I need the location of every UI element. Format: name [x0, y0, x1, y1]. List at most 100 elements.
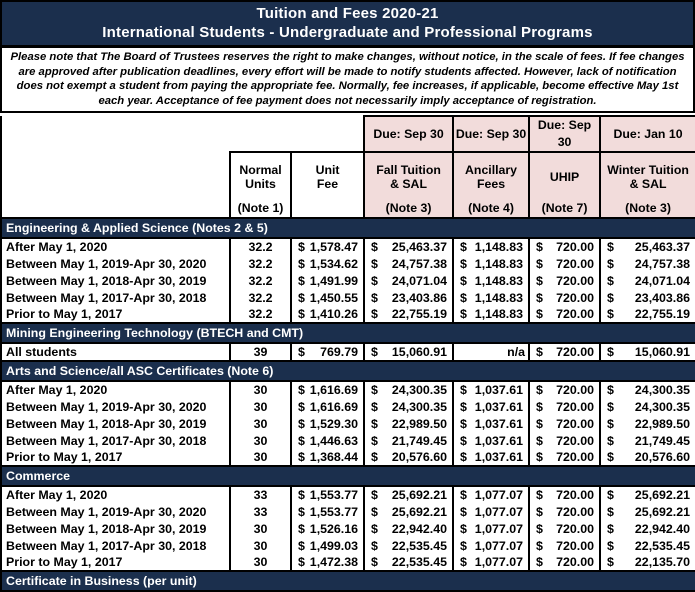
currency-symbol: $	[607, 450, 614, 465]
ancillary-fees-cell: $1,037.61	[452, 398, 531, 416]
amount-value: 25,463.37	[634, 240, 691, 255]
normal-units-cell: 30	[229, 554, 292, 572]
amount-value: 21,749.45	[391, 433, 448, 448]
section-title: Engineering & Applied Science (Notes 2 &…	[0, 217, 695, 240]
currency-symbol: $	[371, 240, 378, 255]
amount-value: 1,529.30	[309, 416, 359, 431]
amount-value: 1,553.77	[309, 504, 359, 519]
corner-empty-cell	[0, 152, 230, 219]
currency-symbol: $	[607, 307, 614, 322]
currency-symbol: $	[607, 399, 614, 414]
fee-row: After May 1, 2020 33 $1,553.77 $25,692.21 $1…	[0, 486, 695, 504]
winter-tuition-cell: $23,403.86	[599, 289, 695, 307]
unit-fee-cell: $1,534.62	[289, 255, 366, 273]
currency-symbol: $	[460, 273, 467, 288]
unit-fee-cell: $1,553.77	[289, 503, 366, 521]
amount-value: 1,037.61	[474, 450, 524, 465]
winter-tuition-cell: $24,300.35	[599, 398, 695, 416]
row-label: Between May 1, 2019-Apr 30, 2020	[0, 255, 231, 273]
ancillary-fees-cell: $1,148.83	[452, 272, 531, 290]
uhip-cell: $720.00	[528, 398, 602, 416]
row-label: Between May 1, 2018-Apr 30, 2019	[0, 272, 231, 290]
currency-symbol: $	[460, 399, 467, 414]
currency-symbol: $	[298, 538, 305, 553]
normal-units-cell: 30	[229, 398, 292, 416]
fall-tuition-cell: $21,749.45	[363, 432, 455, 450]
amount-value: 720.00	[556, 433, 595, 448]
ancillary-fees-cell: $1,148.83	[452, 289, 531, 307]
row-label: After May 1, 2020	[0, 238, 231, 256]
amount-value: 24,300.35	[391, 383, 448, 398]
currency-symbol: $	[607, 504, 614, 519]
row-label: Between May 1, 2019-Apr 30, 2020	[0, 503, 231, 521]
currency-symbol: $	[536, 416, 543, 431]
uhip-cell: $720.00	[528, 343, 602, 362]
amount-value: 1,616.69	[309, 383, 359, 398]
section-title: Mining Engineering Technology (BTECH and…	[0, 322, 695, 345]
normal-units-cell: 32.2	[229, 255, 292, 273]
col-title: Ancillary Fees	[465, 162, 517, 192]
col-title: Normal Units	[239, 162, 282, 192]
currency-symbol: $	[536, 488, 543, 503]
normal-units-cell: 30	[229, 415, 292, 433]
winter-tuition-cell: $20,576.60	[599, 449, 695, 467]
unit-fee-cell: $1,553.77	[289, 486, 366, 504]
ancillary-fees-cell: $1,037.61	[452, 415, 531, 433]
fall-tuition-cell: $15,060.91	[363, 343, 455, 362]
page-subtitle: International Students - Undergraduate a…	[102, 23, 593, 41]
currency-symbol: $	[460, 504, 467, 519]
winter-tuition-cell: $24,757.38	[599, 255, 695, 273]
currency-symbol: $	[536, 450, 543, 465]
currency-symbol: $	[298, 345, 305, 360]
row-label: After May 1, 2020	[0, 381, 231, 399]
fee-table-body: Engineering & Applied Science (Notes 2 &…	[0, 217, 695, 592]
row-label: Between May 1, 2018-Apr 30, 2019	[0, 415, 231, 433]
currency-symbol: $	[536, 521, 543, 536]
unit-fee-cell: $1,410.26	[289, 306, 366, 324]
fee-row: Prior to May 1, 2017 30 $1,472.38 $22,535.4…	[0, 554, 695, 572]
uhip-cell: $720.00	[528, 503, 602, 521]
uhip-cell: $720.00	[528, 238, 602, 256]
currency-symbol: $	[371, 521, 378, 536]
amount-value: 1,499.03	[309, 538, 359, 553]
winter-tuition-cell: $21,749.45	[599, 432, 695, 450]
currency-symbol: $	[536, 345, 543, 360]
currency-symbol: $	[607, 383, 614, 398]
normal-units-cell: 30	[229, 537, 292, 555]
fee-row: Between May 1, 2019-Apr 30, 2020 32.2 $1,5…	[0, 255, 695, 273]
currency-symbol: $	[460, 521, 467, 536]
currency-symbol: $	[371, 488, 378, 503]
fall-tuition-cell: $25,463.37	[363, 238, 455, 256]
section-title: Arts and Science/all ASC Certificates (N…	[0, 360, 695, 383]
winter-tuition-cell: $25,463.37	[599, 238, 695, 256]
currency-symbol: $	[536, 273, 543, 288]
fee-row: All students 39 $769.79 $15,060.91 n/a $720.0…	[0, 343, 695, 362]
currency-symbol: $	[460, 555, 467, 570]
amount-value: 720.00	[556, 256, 595, 271]
currency-symbol: $	[371, 345, 378, 360]
row-label: Prior to May 1, 2017	[0, 449, 231, 467]
fee-table: Due: Sep 30 Due: Sep 30 Due: Sep 30 Due:…	[0, 115, 695, 592]
amount-value: 720.00	[556, 240, 595, 255]
currency-symbol: $	[460, 290, 467, 305]
ancillary-fees-cell: $1,077.07	[452, 503, 531, 521]
ancillary-fees-cell: $1,148.83	[452, 238, 531, 256]
amount-value: 15,060.91	[391, 345, 448, 360]
amount-value: 24,071.04	[391, 273, 448, 288]
fall-tuition-cell: $24,071.04	[363, 272, 455, 290]
amount-value: 1,037.61	[474, 399, 524, 414]
amount-value: 720.00	[556, 416, 595, 431]
unit-fee-cell: $1,526.16	[289, 520, 366, 538]
amount-value: 1,037.61	[474, 433, 524, 448]
amount-value: 1,148.83	[474, 273, 524, 288]
amount-value: 20,576.60	[634, 450, 691, 465]
amount-value: 1,578.47	[309, 240, 359, 255]
currency-symbol: $	[460, 383, 467, 398]
ancillary-fees-cell: $1,037.61	[452, 432, 531, 450]
currency-symbol: $	[460, 307, 467, 322]
col-note: (Note 7)	[541, 201, 588, 216]
amount-value: 720.00	[556, 345, 595, 360]
amount-value: 22,535.45	[391, 555, 448, 570]
amount-value: 1,037.61	[474, 416, 524, 431]
